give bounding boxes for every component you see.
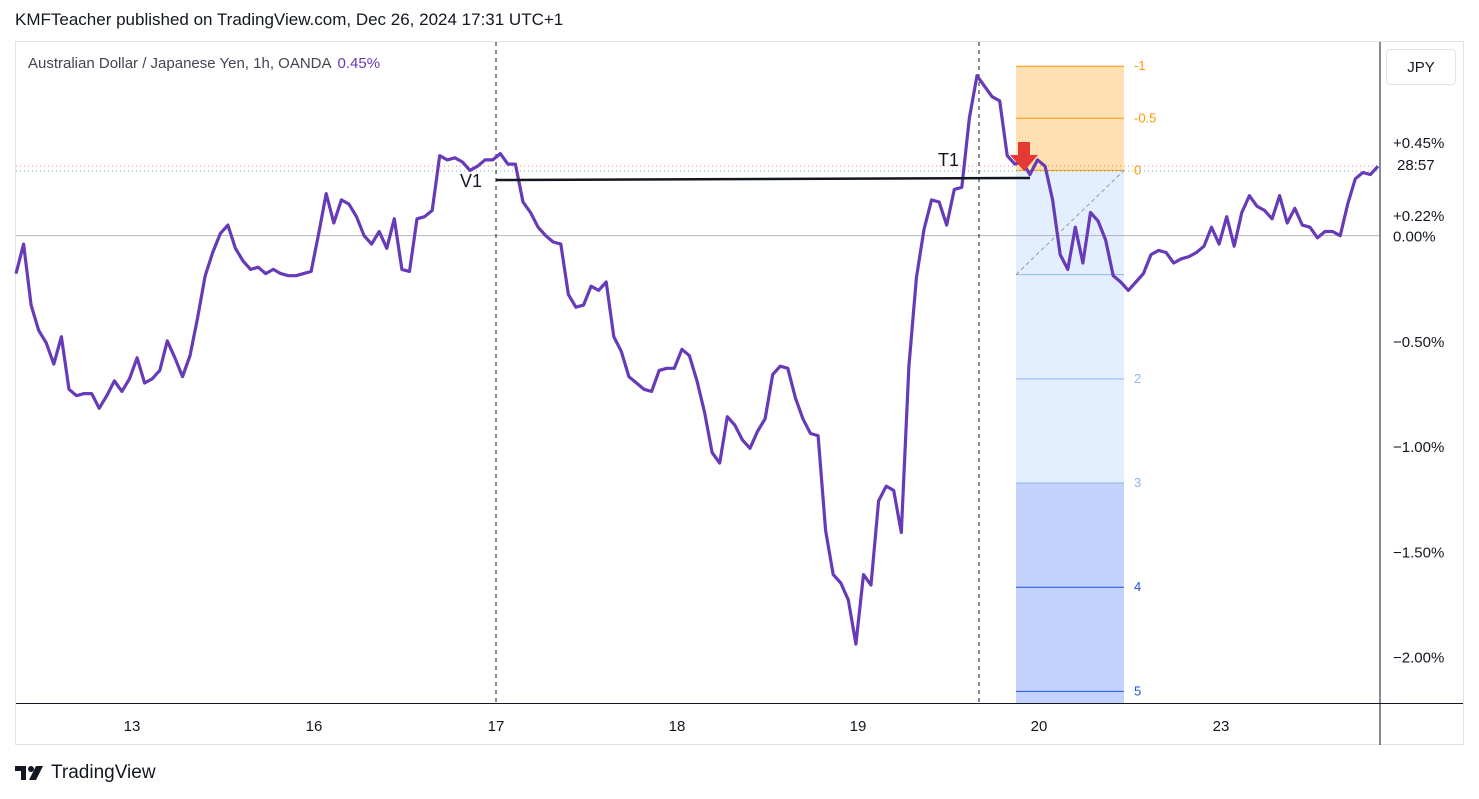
countdown-label: 28:57: [1397, 157, 1435, 174]
fib-label-6: 5: [1134, 683, 1141, 698]
fib-label-2: 0: [1134, 162, 1141, 177]
fib-label-5: 4: [1134, 579, 1141, 594]
footer-brand: TradingView: [51, 762, 156, 783]
x-tick-label: 16: [306, 718, 323, 735]
x-tick-label: 23: [1213, 718, 1230, 735]
x-tick-label: 17: [488, 718, 505, 735]
chart-frame: [15, 41, 1464, 745]
y-tick-label: 0.00%: [1393, 229, 1436, 246]
x-tick-label: 13: [124, 718, 141, 735]
y-tick-label: −0.50%: [1393, 334, 1444, 351]
y-tick-label: −1.00%: [1393, 439, 1444, 456]
y-tick-label: −1.50%: [1393, 544, 1444, 561]
v1-t1-level-line: [495, 176, 1031, 182]
tradingview-logo-icon: [15, 766, 43, 780]
x-tick-label: 18: [669, 718, 686, 735]
x-tick-label: 19: [850, 718, 867, 735]
fib-label-1: -0.5: [1134, 110, 1156, 125]
price-series-line: [14, 74, 1380, 646]
currency-button[interactable]: JPY: [1386, 49, 1456, 85]
x-tick-label: 20: [1031, 718, 1048, 735]
level-change-label: +0.22%: [1393, 208, 1444, 225]
fib-zone-light-blue: [1016, 170, 1124, 484]
sell-arrow-icon: [1010, 142, 1038, 171]
fib-label-4: 3: [1134, 475, 1141, 490]
symbol-legend[interactable]: Australian Dollar / Japanese Yen, 1h, OA…: [28, 55, 380, 72]
symbol-change: 0.45%: [337, 55, 381, 72]
fib-label-0: -1: [1134, 58, 1146, 73]
tradingview-footer: TradingView: [15, 762, 156, 784]
fib-label-3: 2: [1134, 371, 1141, 386]
annotation-t1: T1: [938, 150, 959, 170]
symbol-name: Australian Dollar / Japanese Yen, 1h, OA…: [28, 55, 332, 72]
y-tick-label: −2.00%: [1393, 650, 1444, 667]
annotation-v1: V1: [460, 171, 482, 191]
fib-zone-blue: [1016, 483, 1124, 703]
publisher-header: KMFTeacher published on TradingView.com,…: [15, 10, 564, 29]
last-change-label: +0.45%: [1393, 135, 1444, 152]
